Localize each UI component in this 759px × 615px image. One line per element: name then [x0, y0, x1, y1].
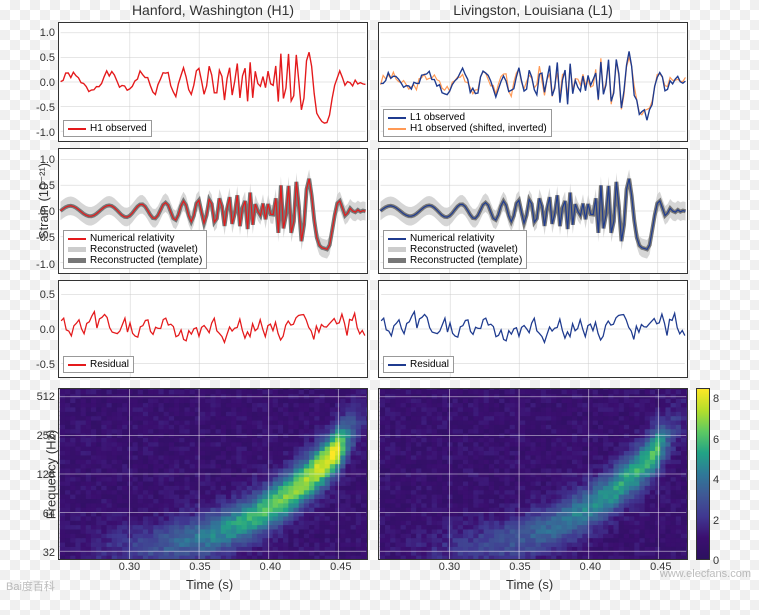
- legend-swatch: [388, 238, 406, 240]
- panel-spectrogram-H1: 32641282565120.300.350.400.45Time (s): [58, 388, 368, 560]
- legend-row: Numerical relativity: [388, 233, 522, 244]
- ytick: 512: [25, 391, 59, 403]
- legend-row: H1 observed: [68, 123, 147, 134]
- legend: Numerical relativityReconstructed (wavel…: [383, 230, 527, 269]
- legend-row: Reconstructed (template): [388, 255, 522, 266]
- legend-swatch: [68, 128, 86, 130]
- ytick: -0.5: [25, 232, 59, 244]
- colorbar-tick: 0: [709, 555, 719, 567]
- xtick: 0.30: [439, 559, 460, 573]
- xtick: 0.40: [260, 559, 281, 573]
- colorbar-tick: 8: [709, 393, 719, 405]
- legend: Numerical relativityReconstructed (wavel…: [63, 230, 207, 269]
- legend-swatch: [388, 364, 406, 366]
- legend-label: Reconstructed (wavelet): [410, 244, 518, 255]
- legend: Residual: [63, 356, 134, 373]
- legend-label: Numerical relativity: [410, 233, 494, 244]
- legend-swatch: [388, 128, 406, 130]
- ytick: 0.0: [25, 77, 59, 89]
- watermark-right: www.elecfans.com: [660, 568, 751, 580]
- ytick: 0.0: [25, 206, 59, 218]
- legend-label: H1 observed (shifted, inverted): [410, 123, 547, 134]
- xlabel-time: Time (s): [506, 577, 553, 592]
- panel-reconstructed-L1: Numerical relativityReconstructed (wavel…: [378, 148, 688, 274]
- panel-residual-H1: -0.50.00.5Residual: [58, 280, 368, 378]
- panel-spectrogram-L1: 0.300.350.400.45Time (s): [378, 388, 688, 560]
- colorbar: 02468: [696, 388, 710, 560]
- legend-swatch: [68, 364, 86, 366]
- legend-row: H1 observed (shifted, inverted): [388, 123, 547, 134]
- panel-residual-L1: Residual: [378, 280, 688, 378]
- legend-swatch: [388, 117, 406, 119]
- legend-label: H1 observed: [90, 123, 147, 134]
- ytick: 128: [25, 469, 59, 481]
- ytick: 0.0: [25, 324, 59, 336]
- ytick: 64: [25, 508, 59, 520]
- panel-observed-H1: -1.0-0.50.00.51.0H1 observed: [58, 22, 368, 142]
- xlabel-time: Time (s): [186, 577, 233, 592]
- panel-observed-L1: L1 observedH1 observed (shifted, inverte…: [378, 22, 688, 142]
- colorbar-tick: 2: [709, 515, 719, 527]
- xtick: 0.45: [330, 559, 351, 573]
- legend-row: Residual: [388, 359, 449, 370]
- colorbar-tick: 4: [709, 474, 719, 486]
- ytick: 0.5: [25, 52, 59, 64]
- column-title-L1: Livingston, Louisiana (L1): [433, 2, 633, 18]
- xtick: 0.30: [119, 559, 140, 573]
- legend-label: Reconstructed (template): [410, 255, 522, 266]
- xtick: 0.35: [189, 559, 210, 573]
- ytick: 1.0: [25, 154, 59, 166]
- ytick: -1.0: [25, 127, 59, 139]
- legend-swatch: [68, 247, 86, 252]
- legend: Residual: [383, 356, 454, 373]
- legend: L1 observedH1 observed (shifted, inverte…: [383, 109, 552, 137]
- ylabel-strain: Strain (10⁻²¹): [36, 163, 52, 239]
- legend-row: Reconstructed (template): [68, 255, 202, 266]
- xtick: 0.35: [509, 559, 530, 573]
- legend-swatch: [68, 238, 86, 240]
- legend-label: Reconstructed (template): [90, 255, 202, 266]
- ytick: 32: [25, 547, 59, 559]
- legend-row: Residual: [68, 359, 129, 370]
- ytick: 256: [25, 430, 59, 442]
- ytick: 1.0: [25, 27, 59, 39]
- legend: H1 observed: [63, 120, 152, 137]
- panel-reconstructed-H1: -1.0-0.50.00.51.0Numerical relativityRec…: [58, 148, 368, 274]
- legend-label: Residual: [90, 359, 129, 370]
- legend-swatch: [388, 258, 406, 263]
- legend-row: Numerical relativity: [68, 233, 202, 244]
- column-title-H1: Hanford, Washington (H1): [113, 2, 313, 18]
- legend-row: Reconstructed (wavelet): [68, 244, 202, 255]
- ytick: -1.0: [25, 259, 59, 271]
- legend-label: Numerical relativity: [90, 233, 174, 244]
- legend-label: Reconstructed (wavelet): [90, 244, 198, 255]
- ytick: -0.5: [25, 102, 59, 114]
- legend-swatch: [68, 258, 86, 263]
- ytick: -0.5: [25, 359, 59, 371]
- xtick: 0.40: [580, 559, 601, 573]
- ytick: 0.5: [25, 180, 59, 192]
- legend-row: L1 observed: [388, 112, 547, 123]
- colorbar-tick: 6: [709, 434, 719, 446]
- legend-label: L1 observed: [410, 112, 465, 123]
- legend-row: Reconstructed (wavelet): [388, 244, 522, 255]
- legend-label: Residual: [410, 359, 449, 370]
- ytick: 0.5: [25, 289, 59, 301]
- legend-swatch: [388, 247, 406, 252]
- watermark-left: Bai度百科: [6, 578, 55, 594]
